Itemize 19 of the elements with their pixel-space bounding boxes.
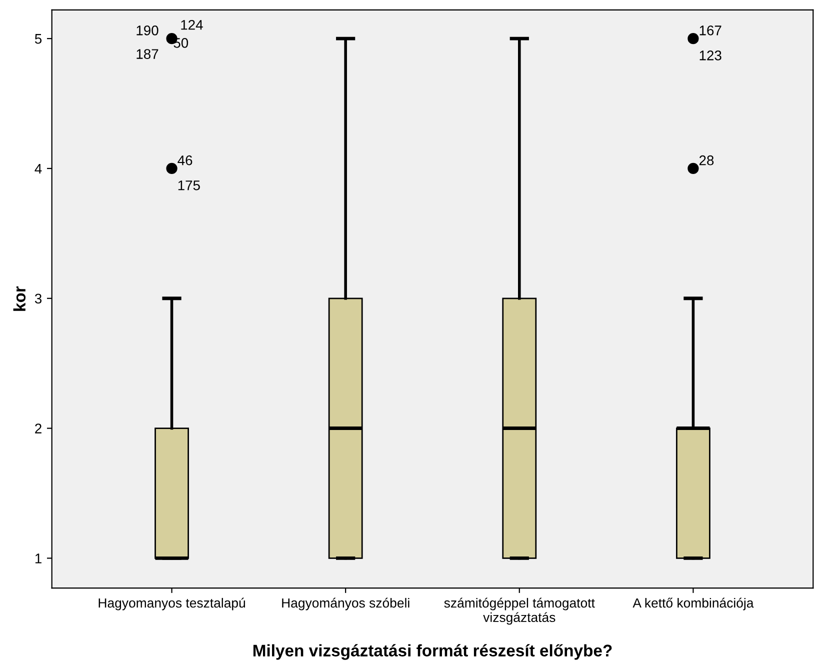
annotation: 187 [136, 49, 158, 59]
y-tick-label: 3 [34, 294, 42, 304]
y-tick-label: 4 [34, 164, 42, 174]
annotation: 123 [700, 50, 722, 60]
x-tick-label: Hagyományos szóbeli [282, 598, 410, 610]
annotation: 167 [700, 26, 722, 36]
x-axis-title: Milyen vizsgáztatási formát részesít előnybe? [253, 644, 612, 660]
annotation: 175 [178, 180, 200, 190]
x-tick-label: számitógéppel támogatott vizsgáztatás [444, 598, 595, 625]
x-tick-label: A kettő kombinációja [632, 598, 754, 610]
y-tick-label: 1 [35, 554, 42, 564]
annotation: 124 [181, 20, 203, 30]
x-tick-label: Hagyomanyos tesztalapú [98, 598, 246, 610]
y-axis-title: kor [13, 286, 26, 311]
annotation: 46 [178, 155, 192, 166]
annotation: 28 [699, 155, 714, 166]
y-tick-label: 5 [34, 34, 42, 44]
y-tick-label: 2 [35, 424, 42, 434]
annotation: 190 [136, 26, 158, 36]
